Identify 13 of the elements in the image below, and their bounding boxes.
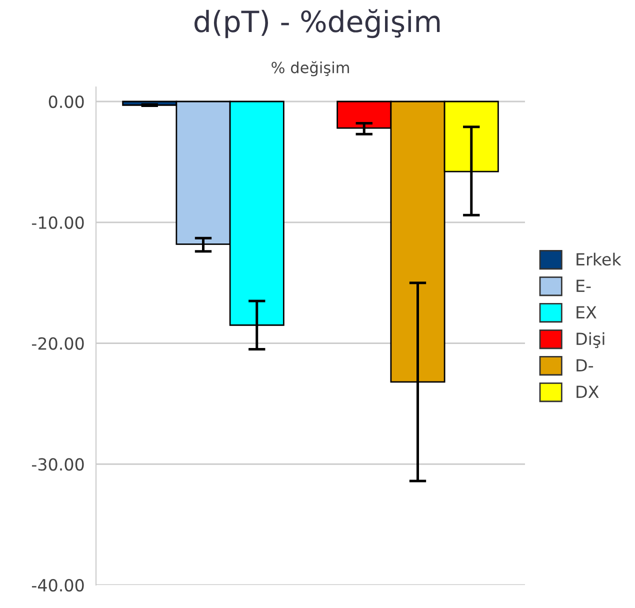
legend-label: E- xyxy=(576,280,591,292)
legend-label: Dişi xyxy=(576,332,604,348)
y-tick-label: -10.00 xyxy=(32,216,84,229)
legend-label: D- xyxy=(576,359,594,372)
y-tick-label: -40.00 xyxy=(32,578,84,592)
chart-title: d(pT) - %değişim xyxy=(194,9,440,38)
legend-label: DX xyxy=(576,386,599,398)
y-tick-label: -30.00 xyxy=(32,458,84,471)
y-tick-label: -20.00 xyxy=(32,337,84,350)
legend-label: EX xyxy=(576,306,596,318)
chart-subtitle: % değişim xyxy=(272,61,349,76)
legend-label: Erkek xyxy=(576,252,622,266)
y-tick-label: 0.00 xyxy=(48,95,84,108)
